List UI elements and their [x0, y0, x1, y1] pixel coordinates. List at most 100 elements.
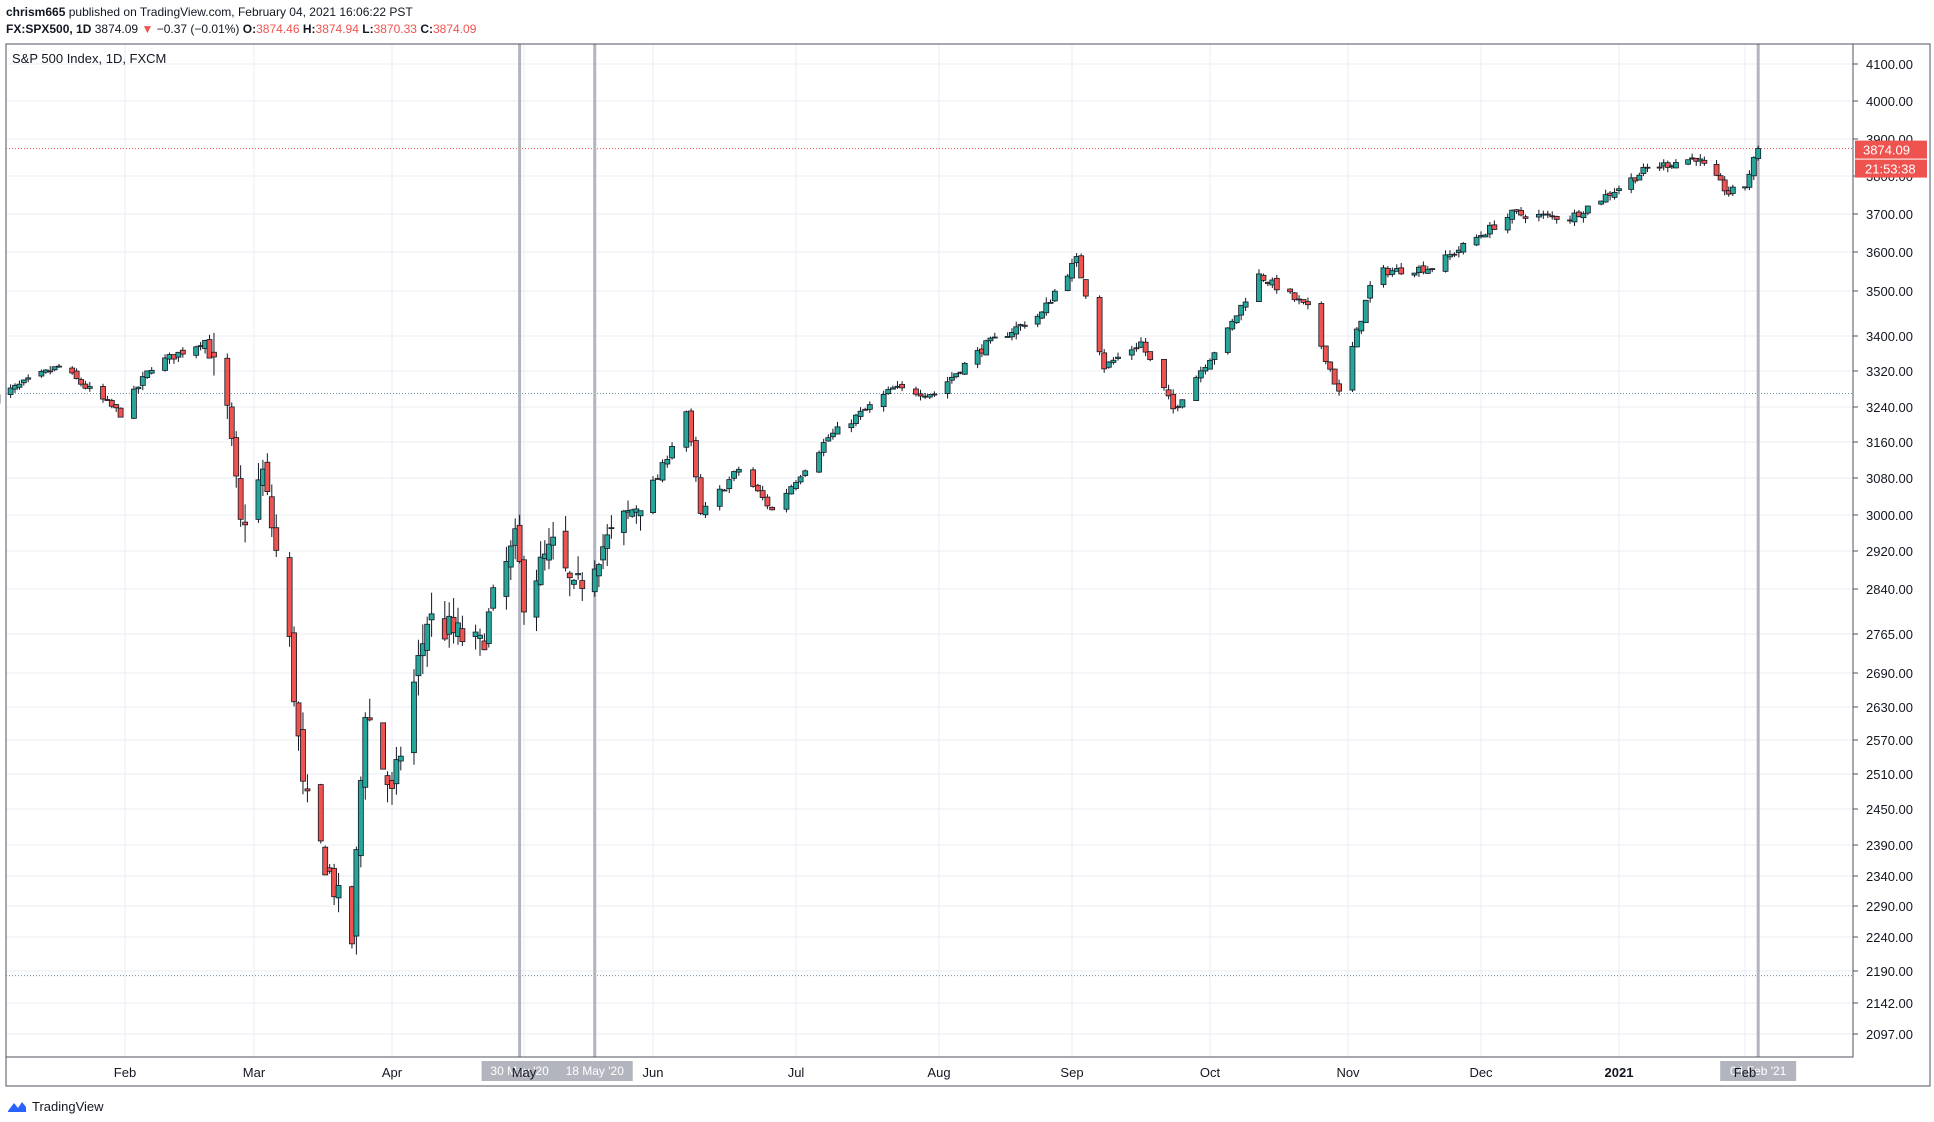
price-tick-label: 2840.00: [1866, 582, 1913, 597]
candle: [1115, 352, 1121, 361]
candle: [669, 442, 675, 460]
candle: [620, 509, 627, 546]
candle: [664, 455, 671, 468]
axis-border: [5, 43, 1931, 1087]
candle: [1685, 159, 1691, 166]
price-tick-label: 2765.00: [1866, 627, 1913, 642]
candle: [86, 381, 93, 392]
candle: [1305, 297, 1311, 310]
candle: [683, 410, 690, 452]
candle: [1640, 163, 1647, 177]
time-axis[interactable]: Feb Mar Apr May Jun Jul Aug Sep Oct Nov Dec 2021 Feb: [114, 1065, 1756, 1080]
candle: [1105, 361, 1112, 369]
candle: [987, 336, 994, 344]
time-tick-label: Sep: [1060, 1065, 1083, 1080]
candle: [1260, 273, 1267, 282]
candle: [108, 398, 115, 409]
candle: [1746, 170, 1753, 191]
candle: [537, 541, 544, 586]
candle: [255, 463, 262, 523]
last-price-badge-text: 3874.09: [1863, 143, 1910, 158]
candle: [562, 516, 569, 572]
candle: [550, 521, 557, 560]
candle: [304, 774, 311, 803]
price-tick-label: 3600.00: [1866, 245, 1913, 260]
candle: [415, 639, 422, 696]
candle: [1064, 273, 1071, 292]
candle: [459, 615, 466, 647]
candle: [317, 783, 324, 844]
candle: [1238, 304, 1245, 321]
candle: [130, 385, 137, 420]
candle: [1193, 375, 1200, 401]
open-label: O:: [242, 22, 257, 36]
chart-title: S&P 500 Index, 1D, FXCM: [12, 51, 166, 66]
grid: [6, 44, 1853, 1057]
candle: [880, 390, 887, 412]
candle: [917, 389, 924, 401]
candle: [1721, 176, 1728, 196]
publish-info: chrism665 published on TradingView.com, …: [6, 5, 413, 19]
candle: [300, 712, 306, 795]
candle: [1101, 349, 1108, 373]
candle: [885, 386, 892, 395]
candle: [1211, 351, 1218, 365]
candle: [650, 476, 656, 515]
candle: [393, 746, 400, 795]
price-tick-label: 4100.00: [1866, 57, 1913, 72]
candle: [1331, 368, 1338, 385]
candle: [769, 506, 776, 511]
candle: [783, 488, 790, 513]
candle: [179, 347, 186, 358]
candle: [802, 469, 809, 478]
price-tick-label: 2390.00: [1866, 838, 1913, 853]
time-tick-label: Apr: [382, 1065, 403, 1080]
candle: [1043, 297, 1050, 316]
candle: [533, 569, 540, 632]
candle: [25, 374, 32, 383]
candle: [591, 560, 598, 597]
candle: [1451, 252, 1458, 258]
candle: [862, 407, 869, 411]
candle: [1362, 299, 1369, 324]
candle: [575, 556, 581, 580]
candle: [788, 484, 795, 495]
candle: [380, 722, 386, 770]
time-tick-label: Nov: [1336, 1065, 1360, 1080]
countdown-badge-text: 21:53:38: [1865, 162, 1916, 177]
candle: [596, 562, 602, 588]
candle: [1729, 184, 1736, 197]
marker-date-label: 18 May '20: [566, 1064, 625, 1078]
candle: [629, 508, 636, 518]
candle: [759, 485, 766, 501]
candle: [750, 467, 756, 488]
vertical-markers: 30 May '20 18 May '20 04 Feb '21: [481, 44, 1797, 1081]
price-tick-label: 3160.00: [1866, 435, 1913, 450]
low-label: L:: [362, 22, 374, 36]
time-tick-label: Feb: [114, 1065, 136, 1080]
candle: [983, 339, 990, 356]
candle: [1673, 159, 1679, 169]
candle: [1628, 173, 1635, 194]
candle: [503, 546, 510, 610]
candle: [1165, 384, 1172, 400]
price-tick-label: 2290.00: [1866, 899, 1913, 914]
candle: [1256, 269, 1262, 302]
candle: [268, 484, 275, 538]
candle: [366, 698, 373, 722]
price-axis[interactable]: 4100.004000.003900.003800.003700.003600.…: [1853, 57, 1913, 1042]
tradingview-brand[interactable]: TradingView: [6, 1098, 104, 1114]
candle: [264, 453, 271, 496]
candle: [1411, 272, 1418, 278]
candle: [357, 776, 364, 868]
candle: [1398, 262, 1405, 275]
candle: [411, 669, 417, 765]
candle: [353, 846, 360, 955]
author-name[interactable]: chrism665: [6, 5, 66, 19]
candle: [16, 380, 23, 390]
candle: [1161, 358, 1167, 391]
price-tick-label: 2097.00: [1866, 1027, 1913, 1042]
candle: [295, 701, 302, 751]
down-arrow-icon: ▼: [141, 22, 154, 36]
